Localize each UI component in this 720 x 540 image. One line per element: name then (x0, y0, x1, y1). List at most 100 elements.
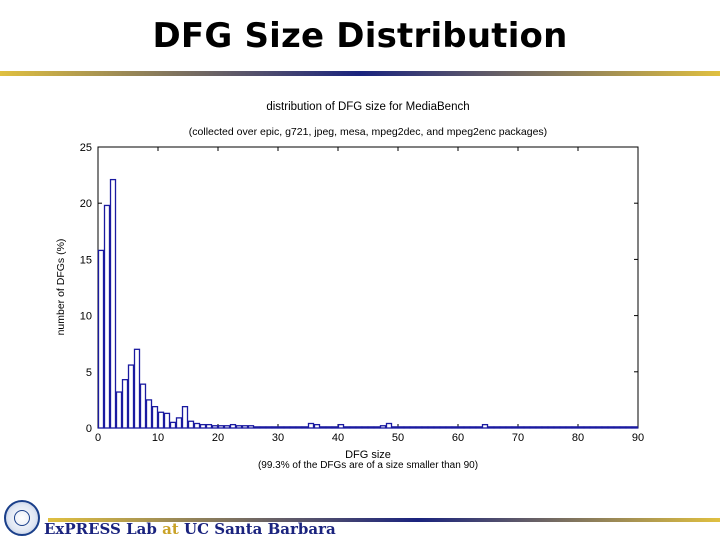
histogram-bar (349, 426, 357, 429)
chart-title: distribution of DFG size for MediaBench (266, 101, 469, 113)
histogram-bar (115, 391, 123, 429)
histogram-bar (595, 426, 603, 429)
histogram-bar (601, 426, 609, 429)
histogram-bar (631, 426, 639, 429)
y-tick-label: 10 (80, 311, 92, 323)
y-tick-label: 5 (86, 367, 92, 379)
histogram-bar (541, 426, 549, 429)
histogram-bar (481, 423, 489, 429)
histogram-bar (343, 426, 351, 429)
histogram-bar (289, 426, 297, 429)
university-seal-icon (4, 500, 40, 536)
histogram-bar (337, 423, 345, 429)
histogram-bar (427, 426, 435, 429)
histogram-bar (583, 426, 591, 429)
histogram-bar (181, 405, 189, 429)
histogram-bar (103, 204, 111, 429)
histogram-bar (193, 422, 201, 429)
histogram-bar (559, 426, 567, 429)
histogram-bar (415, 426, 423, 429)
chart-axes (97, 146, 639, 429)
histogram-bar (619, 426, 627, 429)
histogram-bar (355, 426, 363, 429)
x-tick-label: 50 (392, 432, 404, 444)
histogram-bar (157, 411, 165, 429)
histogram-bar (295, 426, 303, 429)
x-tick-label: 10 (152, 432, 164, 444)
x-tick-label: 20 (212, 432, 224, 444)
histogram-bar (523, 426, 531, 429)
histogram-bar (205, 423, 213, 429)
histogram-bar (571, 426, 579, 429)
chart-subtitle: (collected over epic, g721, jpeg, mesa, … (189, 126, 547, 138)
histogram-bar (373, 426, 381, 429)
y-tick-label: 25 (80, 142, 92, 154)
histogram-bar (97, 249, 105, 429)
footer-university: UC Santa Barbara (184, 520, 336, 538)
footer-at: at (162, 520, 179, 538)
histogram-bar (283, 426, 291, 429)
histogram-bar (229, 423, 237, 429)
histogram-bar (475, 426, 483, 429)
histogram-bar (109, 178, 117, 429)
tick-labels: 0 5 10 15 20 25 0 10 20 30 40 50 60 70 80 90 (80, 142, 644, 444)
histogram-bar (565, 426, 573, 429)
x-tick-label: 80 (572, 432, 584, 444)
histogram-bar (505, 426, 513, 429)
histogram-bar (577, 426, 585, 429)
histogram-bar (511, 426, 519, 429)
histogram-bar (445, 426, 453, 429)
histogram-bar (307, 422, 315, 429)
histogram-bar (187, 420, 195, 429)
title-divider (0, 71, 720, 76)
y-axis-label: number of DFGs (%) (55, 239, 67, 336)
histogram-bar (145, 399, 153, 429)
footer-text: ExPRESS Lab at UC Santa Barbara (44, 520, 336, 538)
histogram-bar (217, 425, 225, 429)
histogram-bar (265, 426, 273, 429)
footer-divider (48, 518, 720, 522)
x-tick-label: 90 (632, 432, 644, 444)
histogram-bar (409, 426, 417, 429)
histogram-bar (535, 426, 543, 429)
histogram-bar (319, 426, 327, 429)
histogram-bar (487, 426, 495, 429)
histogram-bar (451, 426, 459, 429)
footer-lab: ExPRESS Lab (44, 520, 157, 538)
x-axis-note: (99.3% of the DFGs are of a size smaller… (258, 460, 478, 471)
histogram-bar (241, 425, 249, 429)
histogram-bar (199, 423, 207, 429)
histogram-bar (493, 426, 501, 429)
bar-group (97, 178, 639, 429)
histogram-bar (169, 421, 177, 429)
histogram-bar (499, 426, 507, 429)
histogram-bar (301, 426, 309, 429)
histogram-bar (211, 425, 219, 429)
histogram-bar (367, 426, 375, 429)
histogram-bar (607, 426, 615, 429)
histogram-bar (151, 405, 159, 429)
histogram-bar (385, 422, 393, 429)
histogram-bar (331, 426, 339, 429)
histogram-bar (613, 426, 621, 429)
histogram-bar (397, 426, 405, 429)
histogram-bar (553, 426, 561, 429)
histogram-bar (391, 426, 399, 429)
histogram-bar (403, 426, 411, 429)
histogram-bar (121, 379, 129, 429)
x-tick-label: 30 (272, 432, 284, 444)
x-tick-label: 70 (512, 432, 524, 444)
histogram-bar (421, 426, 429, 429)
histogram-bar (529, 426, 537, 429)
slide-title: DFG Size Distribution (152, 16, 568, 56)
histogram-bar (361, 426, 369, 429)
histogram-bar (133, 348, 141, 429)
y-tick-label: 20 (80, 198, 92, 210)
x-tick-label: 40 (332, 432, 344, 444)
histogram-bar (469, 426, 477, 429)
histogram-bar (433, 426, 441, 429)
x-tick-label: 0 (95, 432, 101, 444)
histogram-bar (223, 425, 231, 429)
histogram-bar (457, 426, 465, 429)
histogram-bar (517, 426, 525, 429)
